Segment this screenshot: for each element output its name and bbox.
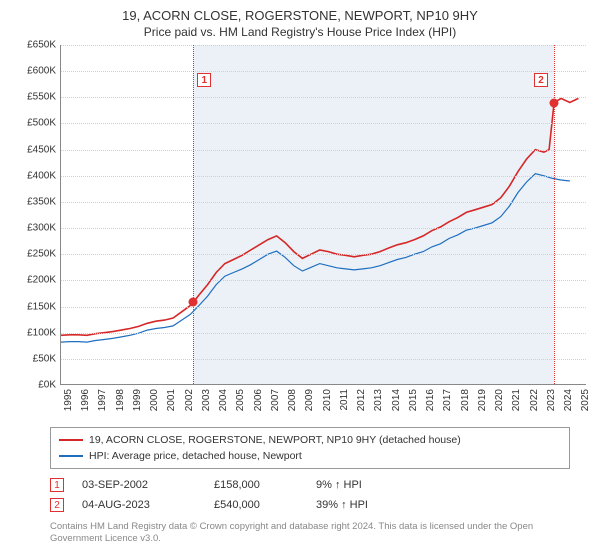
y-tick-label: £0K — [38, 380, 56, 391]
gridline — [61, 150, 586, 151]
x-tick-label: 2008 — [287, 389, 298, 411]
sale-date: 03-SEP-2002 — [82, 479, 202, 491]
x-tick-label: 2002 — [184, 389, 195, 411]
y-tick-label: £200K — [27, 275, 56, 286]
x-tick-label: 2022 — [529, 389, 540, 411]
y-tick-label: £250K — [27, 249, 56, 260]
x-tick-label: 2000 — [149, 389, 160, 411]
series-hpi — [61, 174, 570, 342]
y-tick-label: £300K — [27, 223, 56, 234]
x-tick-label: 1999 — [132, 389, 143, 411]
y-tick-label: £550K — [27, 92, 56, 103]
x-tick-label: 2004 — [218, 389, 229, 411]
x-tick-label: 2007 — [270, 389, 281, 411]
sale-idx: 1 — [50, 478, 64, 492]
legend: 19, ACORN CLOSE, ROGERSTONE, NEWPORT, NP… — [50, 427, 570, 469]
sale-vline — [554, 45, 555, 384]
x-tick-label: 2009 — [304, 389, 315, 411]
x-axis: 1995 1996 1997 1998 1999 2000 2001 2002 2003 2004… — [60, 385, 586, 425]
gridline — [61, 45, 586, 46]
plot-wrap: £0K £50K £100K £150K £200K £250K £300K £350K £40… — [14, 45, 586, 425]
x-tick-label: 2020 — [494, 389, 505, 411]
x-tick-label: 2018 — [460, 389, 471, 411]
x-tick-label: 2019 — [477, 389, 488, 411]
gridline — [61, 307, 586, 308]
y-axis: £0K£50K£100K£150K£200K£250K£300K£350K£40… — [14, 45, 60, 385]
plot-area: 12 — [60, 45, 586, 385]
chart-lines — [61, 45, 587, 385]
x-tick-label: 2014 — [391, 389, 402, 411]
legend-row: 19, ACORN CLOSE, ROGERSTONE, NEWPORT, NP… — [59, 432, 561, 448]
gridline — [61, 280, 586, 281]
x-tick-label: 2016 — [425, 389, 436, 411]
x-tick-label: 2012 — [356, 389, 367, 411]
sale-dot — [550, 98, 559, 107]
sales-row: 1 03-SEP-2002 £158,000 9% ↑ HPI — [50, 475, 570, 495]
x-tick-label: 1997 — [97, 389, 108, 411]
sale-date: 04-AUG-2023 — [82, 499, 202, 511]
x-tick-label: 2021 — [511, 389, 522, 411]
gridline — [61, 176, 586, 177]
y-tick-label: £500K — [27, 118, 56, 129]
x-tick-label: 2001 — [166, 389, 177, 411]
y-tick-label: £50K — [33, 353, 56, 364]
x-tick-label: 2013 — [373, 389, 384, 411]
x-tick-label: 2006 — [253, 389, 264, 411]
sale-dot — [189, 298, 198, 307]
legend-swatch — [59, 439, 83, 441]
sales-row: 2 04-AUG-2023 £540,000 39% ↑ HPI — [50, 495, 570, 515]
y-tick-label: £350K — [27, 196, 56, 207]
x-tick-label: 2024 — [563, 389, 574, 411]
gridline — [61, 228, 586, 229]
gridline — [61, 123, 586, 124]
y-tick-label: £650K — [27, 40, 56, 51]
sales-table: 1 03-SEP-2002 £158,000 9% ↑ HPI 2 04-AUG-2023… — [50, 475, 570, 515]
gridline — [61, 97, 586, 98]
sale-pct: 9% ↑ HPI — [316, 479, 436, 491]
gridline — [61, 71, 586, 72]
x-tick-label: 2010 — [322, 389, 333, 411]
y-tick-label: £150K — [27, 301, 56, 312]
chart-title: 19, ACORN CLOSE, ROGERSTONE, NEWPORT, NP… — [14, 8, 586, 23]
sale-vline — [193, 45, 194, 384]
legend-label: 19, ACORN CLOSE, ROGERSTONE, NEWPORT, NP… — [89, 432, 461, 448]
sale-pct: 39% ↑ HPI — [316, 499, 436, 511]
y-tick-label: £100K — [27, 327, 56, 338]
x-tick-label: 1996 — [80, 389, 91, 411]
footnote: Contains HM Land Registry data © Crown c… — [50, 521, 570, 546]
x-tick-label: 1995 — [63, 389, 74, 411]
y-tick-label: £400K — [27, 170, 56, 181]
sale-price: £158,000 — [214, 479, 304, 491]
sale-price: £540,000 — [214, 499, 304, 511]
sale-marker-box: 2 — [534, 73, 548, 87]
x-tick-label: 2023 — [546, 389, 557, 411]
x-tick-label: 2011 — [339, 389, 350, 411]
y-tick-label: £450K — [27, 144, 56, 155]
x-tick-label: 2003 — [201, 389, 212, 411]
gridline — [61, 254, 586, 255]
x-tick-label: 2017 — [442, 389, 453, 411]
x-tick-label: 2005 — [235, 389, 246, 411]
legend-label: HPI: Average price, detached house, Newp… — [89, 448, 302, 464]
sale-marker-box: 1 — [197, 73, 211, 87]
x-tick-label: 1998 — [115, 389, 126, 411]
gridline — [61, 359, 586, 360]
x-tick-label: 2025 — [580, 389, 591, 411]
gridline — [61, 202, 586, 203]
chart-subtitle: Price paid vs. HM Land Registry's House … — [14, 25, 586, 39]
x-tick-label: 2015 — [408, 389, 419, 411]
y-tick-label: £600K — [27, 66, 56, 77]
sale-idx: 2 — [50, 498, 64, 512]
gridline — [61, 333, 586, 334]
legend-swatch — [59, 455, 83, 457]
legend-row: HPI: Average price, detached house, Newp… — [59, 448, 561, 464]
